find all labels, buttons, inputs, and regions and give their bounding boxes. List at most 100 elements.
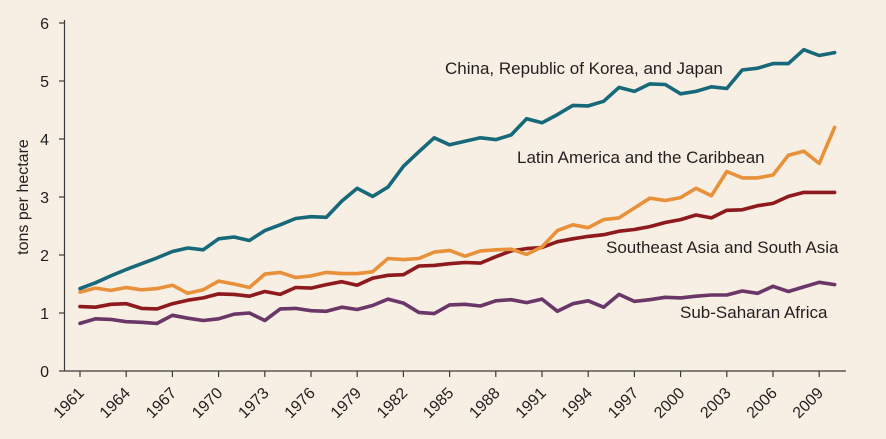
data-point-southeast-asia-and-south-asia-1988: [494, 255, 498, 259]
data-point-latin-america-and-the-caribbean-1977: [324, 270, 328, 274]
data-point-sub-saharan-africa-1979: [355, 308, 359, 311]
data-point-latin-america-and-the-caribbean-2010: [833, 125, 837, 129]
series-line-sub-saharan-africa: [78, 280, 837, 326]
data-point-latin-america-and-the-caribbean-1974: [278, 270, 282, 274]
data-point-southeast-asia-and-south-asia-1985: [448, 262, 452, 266]
data-point-sub-saharan-africa-1997: [632, 299, 636, 303]
data-point-sub-saharan-africa-2000: [679, 296, 683, 300]
data-point-latin-america-and-the-caribbean-1965: [140, 288, 144, 292]
data-point-sub-saharan-africa-2002: [709, 293, 713, 297]
data-point-china-republic-of-korea-and-japan-1966: [155, 256, 159, 260]
data-point-latin-america-and-the-caribbean-1989: [509, 247, 513, 251]
data-point-sub-saharan-africa-1978: [340, 305, 344, 309]
series-latin-america-and-the-caribbean: [78, 125, 837, 296]
data-point-sub-saharan-africa-2004: [740, 289, 744, 293]
data-point-southeast-asia-and-south-asia-1972: [247, 294, 251, 298]
data-point-southeast-asia-and-south-asia-1966: [155, 307, 159, 311]
data-point-china-republic-of-korea-and-japan-1997: [632, 89, 636, 93]
data-point-sub-saharan-africa-2003: [725, 293, 729, 297]
data-point-southeast-asia-and-south-asia-1971: [232, 292, 236, 296]
data-point-latin-america-and-the-caribbean-1981: [386, 257, 390, 260]
data-point-sub-saharan-africa-1973: [263, 319, 267, 322]
data-point-latin-america-and-the-caribbean-1991: [540, 245, 544, 249]
data-point-sub-saharan-africa-1996: [617, 292, 621, 296]
data-point-sub-saharan-africa-1999: [663, 295, 667, 299]
data-point-china-republic-of-korea-and-japan-1977: [324, 215, 328, 219]
data-point-sub-saharan-africa-1998: [648, 298, 652, 302]
data-point-southeast-asia-and-south-asia-1974: [278, 292, 282, 296]
data-point-southeast-asia-and-south-asia-2006: [771, 201, 775, 205]
data-point-sub-saharan-africa-1988: [494, 299, 498, 303]
data-point-latin-america-and-the-caribbean-1980: [371, 270, 375, 274]
series-southeast-asia-and-south-asia: [78, 190, 837, 311]
data-point-china-republic-of-korea-and-japan-1975: [294, 217, 298, 220]
data-point-china-republic-of-korea-and-japan-1972: [247, 239, 251, 242]
data-point-sub-saharan-africa-1970: [217, 317, 221, 321]
data-point-sub-saharan-africa-1982: [401, 301, 405, 305]
data-point-southeast-asia-and-south-asia-1994: [586, 234, 590, 238]
data-point-china-republic-of-korea-and-japan-1976: [309, 215, 313, 219]
data-point-latin-america-and-the-caribbean-1963: [109, 288, 113, 292]
data-point-sub-saharan-africa-2007: [786, 290, 790, 293]
data-point-southeast-asia-and-south-asia-1982: [401, 273, 405, 277]
data-point-sub-saharan-africa-1965: [140, 320, 144, 324]
data-point-latin-america-and-the-caribbean-1971: [232, 282, 236, 286]
series-label-china-republic-of-korea-and-japan: China, Republic of Korea, and Japan: [445, 59, 723, 78]
data-point-china-republic-of-korea-and-japan-1968: [186, 246, 190, 250]
data-point-sub-saharan-africa-1961: [78, 321, 82, 325]
data-point-sub-saharan-africa-1966: [155, 321, 159, 325]
series-china-republic-of-korea-and-japan: [78, 47, 837, 291]
data-point-southeast-asia-and-south-asia-1998: [648, 225, 652, 229]
data-point-southeast-asia-and-south-asia-1977: [324, 283, 328, 287]
data-point-china-republic-of-korea-and-japan-1983: [417, 150, 421, 154]
data-point-southeast-asia-and-south-asia-1992: [555, 240, 559, 244]
data-point-sub-saharan-africa-1974: [278, 307, 282, 311]
data-point-china-republic-of-korea-and-japan-2006: [771, 62, 775, 66]
data-point-china-republic-of-korea-and-japan-1981: [386, 185, 390, 189]
data-point-sub-saharan-africa-1992: [555, 309, 559, 313]
data-point-sub-saharan-africa-1991: [540, 297, 544, 301]
data-point-sub-saharan-africa-1994: [586, 299, 590, 303]
data-point-sub-saharan-africa-1971: [232, 312, 236, 316]
data-point-china-republic-of-korea-and-japan-1980: [371, 194, 375, 198]
data-point-latin-america-and-the-caribbean-1993: [571, 223, 575, 227]
y-axis-ticks: 0 1 2 3 4 5 6: [40, 16, 65, 381]
data-point-southeast-asia-and-south-asia-1984: [432, 263, 436, 267]
data-point-china-republic-of-korea-and-japan-1990: [525, 117, 529, 121]
data-point-sub-saharan-africa-1983: [417, 310, 421, 314]
data-point-latin-america-and-the-caribbean-1995: [602, 218, 606, 222]
data-point-latin-america-and-the-caribbean-1964: [124, 286, 128, 289]
data-point-china-republic-of-korea-and-japan-1965: [140, 262, 144, 266]
data-point-latin-america-and-the-caribbean-2005: [756, 176, 760, 180]
data-point-latin-america-and-the-caribbean-1976: [309, 274, 313, 278]
data-point-latin-america-and-the-caribbean-1982: [401, 258, 405, 262]
data-point-southeast-asia-and-south-asia-1983: [417, 264, 421, 268]
data-point-latin-america-and-the-caribbean-1987: [478, 249, 482, 253]
data-point-sub-saharan-africa-1980: [371, 304, 375, 307]
data-point-latin-america-and-the-caribbean-2008: [802, 149, 806, 153]
data-point-china-republic-of-korea-and-japan-1970: [217, 237, 221, 241]
data-point-latin-america-and-the-caribbean-2001: [694, 186, 698, 190]
series-line-china-republic-of-korea-and-japan: [78, 47, 837, 291]
data-point-southeast-asia-and-south-asia-1978: [340, 280, 344, 284]
data-point-china-republic-of-korea-and-japan-1989: [509, 133, 513, 137]
data-point-latin-america-and-the-caribbean-1990: [525, 252, 529, 256]
data-point-latin-america-and-the-caribbean-1967: [170, 283, 174, 287]
data-point-sub-saharan-africa-1985: [448, 303, 452, 307]
data-point-china-republic-of-korea-and-japan-2007: [786, 62, 790, 66]
data-point-china-republic-of-korea-and-japan-1974: [278, 223, 282, 227]
data-point-southeast-asia-and-south-asia-1970: [217, 292, 221, 296]
series-sub-saharan-africa: [78, 280, 837, 326]
data-point-sub-saharan-africa-1964: [124, 320, 128, 324]
data-point-southeast-asia-and-south-asia-1961: [78, 305, 82, 309]
data-point-latin-america-and-the-caribbean-1979: [355, 272, 359, 276]
data-point-latin-america-and-the-caribbean-1961: [78, 290, 82, 294]
data-point-southeast-asia-and-south-asia-2001: [694, 213, 698, 217]
data-point-china-republic-of-korea-and-japan-1978: [340, 199, 344, 203]
data-point-sub-saharan-africa-2008: [802, 285, 806, 289]
series-label-latin-america-and-the-caribbean: Latin America and the Caribbean: [517, 148, 765, 167]
data-point-china-republic-of-korea-and-japan-2003: [725, 87, 729, 90]
data-point-sub-saharan-africa-1977: [324, 309, 328, 313]
